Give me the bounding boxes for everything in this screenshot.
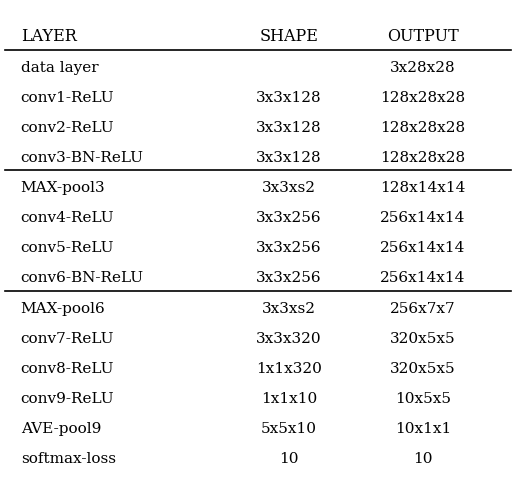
Text: 10x1x1: 10x1x1 bbox=[395, 422, 452, 436]
Text: 1x1x320: 1x1x320 bbox=[256, 362, 322, 376]
Text: conv1-ReLU: conv1-ReLU bbox=[21, 91, 114, 105]
Text: 10x5x5: 10x5x5 bbox=[395, 392, 451, 406]
Text: 320x5x5: 320x5x5 bbox=[390, 362, 456, 376]
Text: 3x3x128: 3x3x128 bbox=[256, 151, 322, 165]
Text: 3x3x128: 3x3x128 bbox=[256, 91, 322, 105]
Text: 1x1x10: 1x1x10 bbox=[261, 392, 317, 406]
Text: OUTPUT: OUTPUT bbox=[387, 27, 459, 45]
Text: SHAPE: SHAPE bbox=[260, 27, 318, 45]
Text: 3x3x128: 3x3x128 bbox=[256, 121, 322, 135]
Text: conv2-ReLU: conv2-ReLU bbox=[21, 121, 114, 135]
Text: conv5-ReLU: conv5-ReLU bbox=[21, 242, 114, 255]
Text: 128x28x28: 128x28x28 bbox=[381, 151, 465, 165]
Text: 3x3x256: 3x3x256 bbox=[256, 271, 322, 286]
Text: conv7-ReLU: conv7-ReLU bbox=[21, 332, 114, 346]
Text: 3x3x320: 3x3x320 bbox=[256, 332, 322, 346]
Text: 256x14x14: 256x14x14 bbox=[380, 242, 466, 255]
Text: 320x5x5: 320x5x5 bbox=[390, 332, 456, 346]
Text: conv8-ReLU: conv8-ReLU bbox=[21, 362, 114, 376]
Text: LAYER: LAYER bbox=[21, 27, 76, 45]
Text: 3x3xs2: 3x3xs2 bbox=[262, 181, 316, 195]
Text: 5x5x10: 5x5x10 bbox=[261, 422, 317, 436]
Text: MAX-pool6: MAX-pool6 bbox=[21, 302, 105, 316]
Text: conv9-ReLU: conv9-ReLU bbox=[21, 392, 114, 406]
Text: AVE-pool9: AVE-pool9 bbox=[21, 422, 101, 436]
Text: conv4-ReLU: conv4-ReLU bbox=[21, 211, 114, 225]
Text: 128x28x28: 128x28x28 bbox=[381, 91, 465, 105]
Text: 10: 10 bbox=[279, 452, 299, 466]
Text: softmax-loss: softmax-loss bbox=[21, 452, 116, 466]
Text: 256x7x7: 256x7x7 bbox=[390, 302, 456, 316]
Text: 10: 10 bbox=[413, 452, 433, 466]
Text: 256x14x14: 256x14x14 bbox=[380, 271, 466, 286]
Text: 3x3xs2: 3x3xs2 bbox=[262, 302, 316, 316]
Text: conv6-BN-ReLU: conv6-BN-ReLU bbox=[21, 271, 144, 286]
Text: conv3-BN-ReLU: conv3-BN-ReLU bbox=[21, 151, 143, 165]
Text: data layer: data layer bbox=[21, 61, 98, 75]
Text: 128x28x28: 128x28x28 bbox=[381, 121, 465, 135]
Text: 128x14x14: 128x14x14 bbox=[380, 181, 466, 195]
Text: 256x14x14: 256x14x14 bbox=[380, 211, 466, 225]
Text: 3x3x256: 3x3x256 bbox=[256, 211, 322, 225]
Text: MAX-pool3: MAX-pool3 bbox=[21, 181, 105, 195]
Text: 3x28x28: 3x28x28 bbox=[390, 61, 456, 75]
Text: 3x3x256: 3x3x256 bbox=[256, 242, 322, 255]
